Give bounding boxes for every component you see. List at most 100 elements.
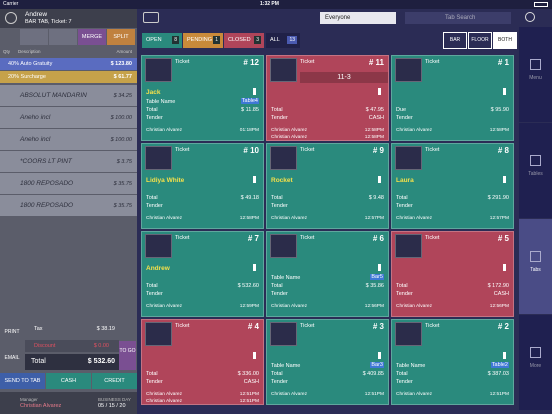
nav-icon [530,59,541,70]
ticket-number: # 8 [497,146,509,155]
ticket-avatar [145,322,172,346]
charge-row[interactable]: 40% Auto Gratuity $ 123.80 [0,58,137,70]
server-time: 12:59PM [239,304,259,309]
person-icon [253,88,256,95]
ticket-label: Ticket [300,59,315,65]
tender-label: Tender [271,203,288,209]
refresh-icon[interactable] [525,12,535,22]
item-row[interactable]: 1800 REPOSADO $ 35.75 [0,195,137,216]
total-value: $ 291.90 [487,195,509,201]
person-icon [253,264,256,271]
ticket-card[interactable]: Ticket # 4 Total $ 336.00 Tender CASH Christia… [141,319,264,405]
ticket-name: Laura [396,177,414,184]
column-qty: Qty [3,49,11,54]
ticket-card[interactable]: Ticket # 9 Rocket Total $ 9.48 Tender Christia… [266,143,389,229]
payment-button[interactable]: CASH [46,373,91,389]
total-value: $ 172.90 [487,283,509,289]
ticket-card[interactable]: Ticket # 6 Table Name Bar5 Total $ 35.86 Tende… [266,231,389,317]
nav-item[interactable]: More [519,315,552,410]
server-name: Christian Alvarez [146,128,182,133]
print-button[interactable]: PRINT [4,329,20,335]
server-name: Christian Alvarez [146,392,182,397]
column-description: Description [18,49,41,54]
view-toggle[interactable]: BOTH [493,32,517,49]
nav-item[interactable]: Menu [519,27,552,122]
item-amount: $ 3.75 [116,159,132,165]
table-label: Table Name [271,363,301,369]
ticket-card[interactable]: Ticket # 8 Laura Total $ 291.90 Tender Christi… [391,143,514,229]
item-row[interactable]: *COORS LT PINT $ 3.75 [0,151,137,172]
charge-row[interactable]: 20% Surcharge $ 61.77 [0,71,137,83]
ticket-label: Ticket [425,147,440,153]
payment-button[interactable]: CREDIT [92,373,137,389]
ticket-card[interactable]: Ticket # 7 Andrew Total $ 532.60 Tender Christ… [141,231,264,317]
item-amount: $ 35.75 [113,203,132,209]
server-name: Christian Alvarez [396,128,432,133]
ticket-number: # 12 [243,58,259,67]
tender-label: Tender [396,115,413,121]
server-time: 12:51PM [239,392,259,397]
all-filter[interactable]: ALL 13 [266,33,300,48]
ticket-avatar [395,322,422,346]
discount-row [25,340,119,352]
tab-search[interactable]: Tab Search [405,12,511,24]
server-time: 01:18PM [239,128,259,133]
status-filter[interactable]: CLOSED 3 [224,33,264,48]
server-name: Christian Alvarez [271,392,307,397]
ticket-card[interactable]: Ticket # 11 11-3 Total $ 47.95 Tender CASH Chri… [266,55,389,141]
ticket-avatar [145,146,172,170]
nav-icon [530,251,541,262]
item-row[interactable]: Aneho incl $ 100.00 [0,107,137,128]
tender-label: Tender [396,203,413,209]
battery [534,2,548,7]
ticket-label: Ticket [425,323,440,329]
email-button[interactable]: EMAIL [4,355,20,361]
ticket-card[interactable]: Ticket # 10 Lidiya White Total $ 49.18 Tender… [141,143,264,229]
view-toggle[interactable]: FLOOR [468,32,492,49]
total-label: Total [31,358,46,365]
view-toggle[interactable]: BAR [443,32,467,49]
item-description: Aneho incl [20,114,51,121]
ticket-number: # 5 [497,234,509,243]
server-name: Christian Alvarez [396,216,432,221]
toolbar-icon[interactable] [143,12,159,23]
ticket-number: # 7 [247,234,259,243]
ticket-number: # 10 [243,146,259,155]
discount-label: Discount [34,343,56,349]
status-filter[interactable]: PENDING 1 [183,33,223,48]
server-time: 12:58PM [489,128,509,133]
filter-label: ALL [270,37,280,43]
ticket-card[interactable]: Ticket # 12 Jack Table Name Table4 Total $ 11.… [141,55,264,141]
payment-button[interactable]: SEND TO TAB [0,373,45,389]
ticket-number: # 9 [372,146,384,155]
ticket-card[interactable]: Ticket # 2 Table Name Table2 Total $ 387.03 Te… [391,319,514,405]
status-filter[interactable]: OPEN 8 [142,33,182,48]
ticket-number: # 3 [372,322,384,331]
ticket-card[interactable]: Ticket # 1 Due $ 95.90 Tender Christian Alvar… [391,55,514,141]
nav-label: Menu [529,75,542,81]
user-filter[interactable]: Everyone [320,12,396,24]
tender-label: Tender [271,115,288,121]
item-row[interactable]: ABSOLUT MANDARIN $ 34.25 [0,85,137,106]
ticket-card[interactable]: Ticket # 5 Total $ 172.90 Tender CASH Christia… [391,231,514,317]
order-action-button[interactable]: SPLIT [107,29,135,45]
to-go-button[interactable]: TO GO [119,341,136,370]
nav-item[interactable]: Tables [519,123,552,218]
tender-label: Tender [271,379,288,385]
item-amount: $ 34.25 [113,93,132,99]
ticket-name: Lidiya White [146,177,185,184]
tender-value: CASH [493,291,509,297]
item-row[interactable]: Aneho incl $ 100.00 [0,129,137,150]
nav-item[interactable]: Tabs [519,219,552,314]
charge-amount: $ 123.80 [110,61,132,67]
table-tag: Bar3 [370,362,384,368]
total-label: Total [146,107,158,113]
ticket-name: Andrew [146,265,170,272]
ticket-label: Ticket [175,323,190,329]
order-action-button[interactable]: MERGE [78,29,106,45]
person-icon [503,352,506,359]
ticket-card[interactable]: Ticket # 3 Table Name Bar3 Total $ 409.85 Tend… [266,319,389,405]
table-label: Table Name [271,275,301,281]
tender-label: Tender [396,379,413,385]
item-row[interactable]: 1800 REPOSADO $ 35.75 [0,173,137,194]
